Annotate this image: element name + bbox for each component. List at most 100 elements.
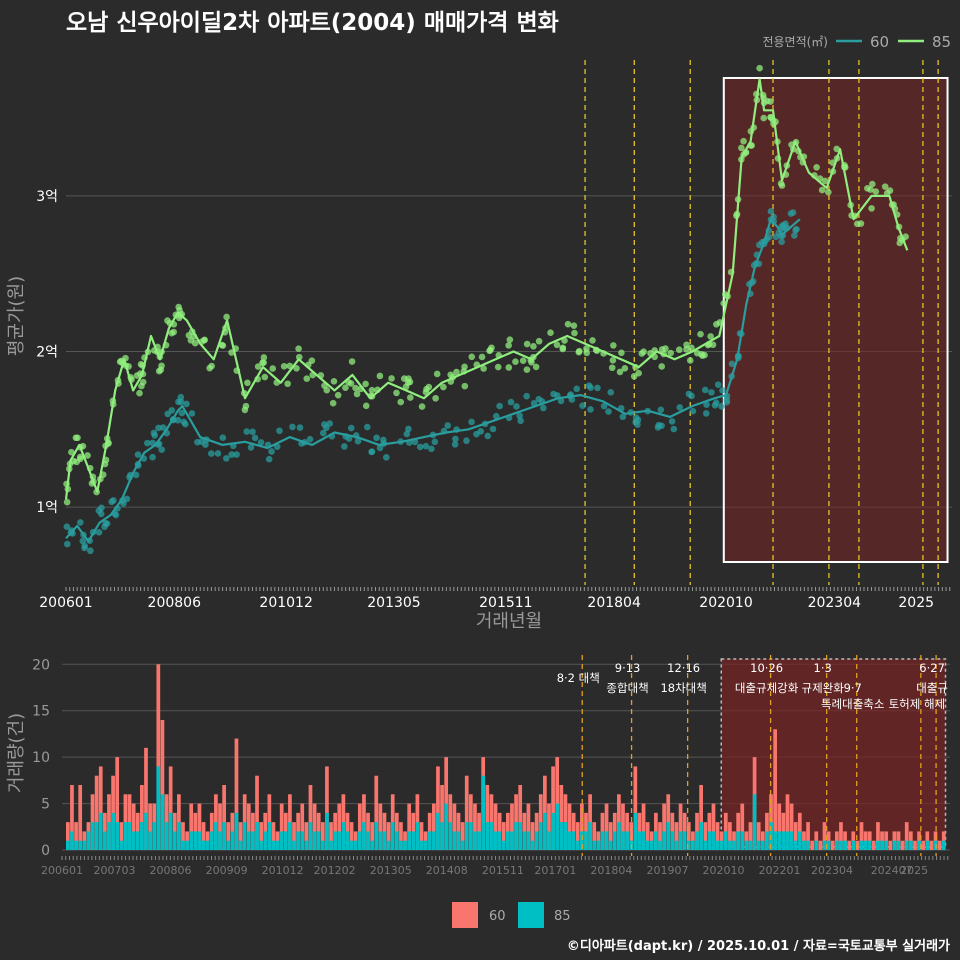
volume-bar-60	[131, 803, 136, 850]
price-point-85	[418, 403, 426, 410]
source-caption: ©디아파트(dapt.kr) / 2025.10.01 / 자료=국토교통부 실…	[567, 938, 950, 954]
price-x-tick-label: 201804	[587, 595, 641, 611]
price-point-60	[276, 427, 283, 435]
volume-bar-60	[567, 803, 572, 850]
price-point-60	[155, 424, 162, 432]
volume-bar-60	[621, 803, 625, 850]
volume-bar-85	[316, 831, 321, 850]
volume-bar-60	[148, 803, 152, 850]
volume-bar-85	[456, 831, 461, 850]
price-point-60	[373, 434, 380, 442]
price-x-tick-label: 201012	[259, 595, 312, 611]
price-point-85	[388, 375, 395, 382]
price-point-85	[833, 145, 841, 153]
price-point-60	[468, 418, 475, 426]
volume-bar-60	[399, 822, 403, 850]
price-point-85	[528, 358, 535, 366]
volume-bar-60	[415, 794, 420, 850]
volume-bar-60	[386, 822, 391, 850]
volume-bar-60	[308, 785, 313, 850]
volume-x-tick-label: 201202	[314, 864, 356, 877]
volume-bar-60	[140, 785, 144, 850]
volume-bar-60	[489, 794, 494, 850]
price-point-85	[201, 336, 208, 344]
price-point-85	[244, 379, 251, 387]
price-point-85	[468, 353, 476, 361]
price-point-85	[440, 383, 447, 391]
price-point-60	[341, 443, 348, 450]
volume-bar-85	[670, 831, 675, 850]
volume-bar-85	[103, 831, 107, 850]
price-point-60	[233, 451, 240, 458]
volume-bar-60	[666, 794, 671, 850]
volume-bar-85	[366, 831, 370, 850]
price-point-85	[523, 366, 531, 373]
volume-bar-85	[723, 831, 728, 850]
price-point-60	[444, 422, 452, 429]
price-point-85	[242, 402, 250, 410]
volume-bar-85	[201, 840, 206, 850]
price-point-85	[348, 358, 356, 365]
volume-bar-60	[460, 822, 465, 850]
volume-bar-85	[349, 840, 354, 850]
price-point-85	[368, 386, 376, 394]
volume-bar-85	[288, 822, 292, 850]
price-point-85	[547, 329, 554, 336]
price-point-85	[158, 362, 165, 370]
volume-bar-85	[501, 840, 506, 850]
volume-bar-85	[296, 831, 300, 850]
volume-legend-label-60: 60	[489, 909, 506, 924]
price-x-tick-label: 200601	[39, 595, 92, 611]
price-point-60	[507, 398, 515, 406]
price-point-85	[688, 344, 695, 352]
price-point-60	[306, 435, 314, 443]
volume-bar-85	[477, 831, 481, 850]
volume-bar-85	[386, 840, 391, 850]
volume-bar-85	[70, 831, 74, 850]
price-x-tick-label: 202304	[808, 595, 862, 611]
volume-x-tick-label: 202201	[759, 864, 801, 877]
volume-bar-85	[460, 840, 465, 850]
volume-bar-60	[526, 803, 531, 850]
volume-x-tick-label: 201408	[426, 864, 468, 877]
volume-bar-85	[436, 812, 440, 850]
price-point-85	[512, 358, 519, 366]
volume-bar-60	[279, 803, 284, 850]
price-point-85	[353, 390, 361, 398]
volume-bar-85	[530, 840, 535, 850]
price-point-85	[308, 357, 316, 364]
volume-bar-60	[830, 840, 835, 850]
volume-bar-85	[481, 775, 486, 850]
volume-bar-85	[596, 840, 601, 850]
volume-bar-60	[711, 803, 716, 850]
volume-bar-85	[345, 831, 350, 850]
volume-bar-85	[728, 840, 732, 850]
price-point-85	[136, 389, 143, 397]
volume-bar-85	[341, 822, 346, 850]
volume-bar-60	[740, 803, 745, 850]
price-point-60	[183, 400, 190, 408]
volume-bar-60	[641, 803, 646, 850]
price-point-85	[223, 313, 230, 321]
price-point-85	[825, 188, 832, 196]
price-point-60	[180, 418, 188, 426]
volume-bar-85	[765, 831, 769, 850]
volume-bar-60	[160, 720, 165, 850]
volume-bar-85	[518, 822, 523, 850]
price-point-85	[535, 337, 543, 345]
volume-bar-60	[349, 822, 354, 850]
volume-bar-60	[929, 840, 934, 850]
volume-bar-85	[275, 840, 280, 850]
volume-bar-85	[645, 840, 650, 850]
volume-y-axis-title: 거래량(건)	[6, 713, 27, 793]
volume-bar-85	[427, 831, 432, 850]
volume-bar-85	[843, 840, 847, 850]
price-point-60	[151, 432, 158, 439]
volume-bar-85	[538, 822, 543, 850]
volume-bar-60	[78, 785, 83, 850]
price-point-60	[243, 428, 251, 435]
price-point-60	[251, 434, 259, 442]
volume-bar-85	[555, 803, 560, 850]
volume-bar-85	[181, 840, 185, 850]
volume-bar-60	[288, 794, 292, 850]
